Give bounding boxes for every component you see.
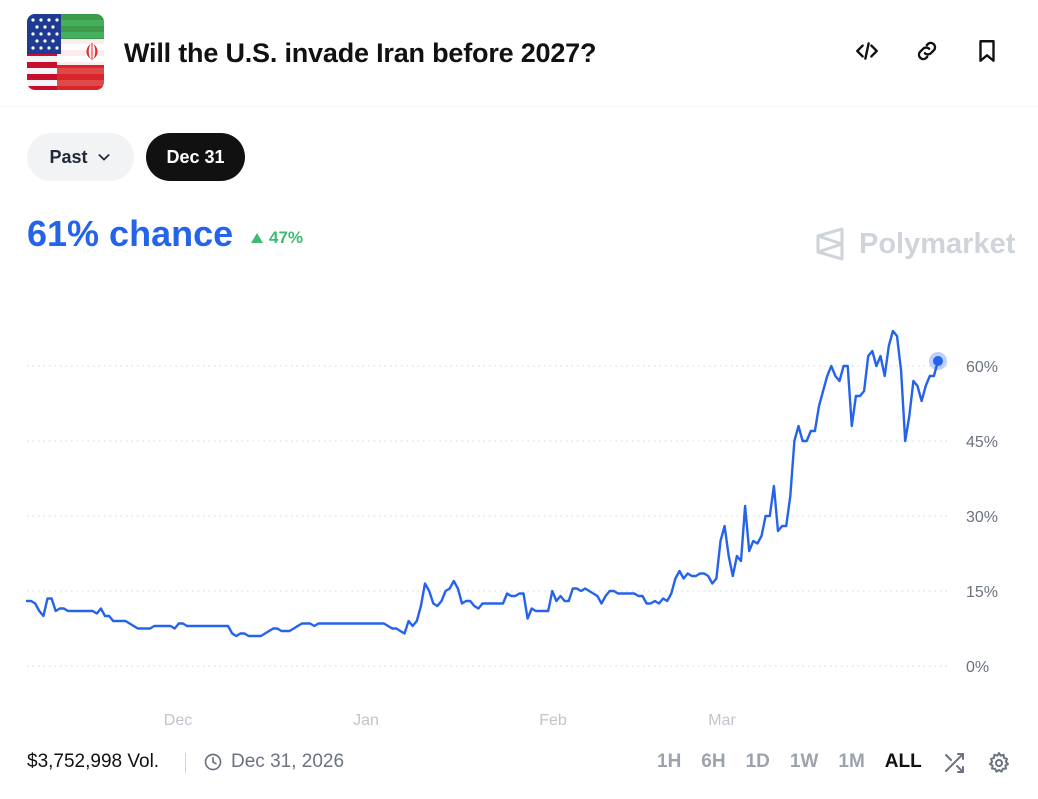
end-date: Dec 31, 2026 bbox=[203, 751, 344, 773]
range-1w[interactable]: 1W bbox=[789, 751, 819, 772]
market-flag-image bbox=[27, 14, 104, 90]
range-1h[interactable]: 1H bbox=[657, 751, 682, 772]
date-filter-button[interactable]: Dec 31 bbox=[146, 133, 245, 181]
header-divider bbox=[0, 106, 1038, 107]
chance-change-value: 47% bbox=[269, 228, 304, 247]
series-line bbox=[25, 329, 940, 638]
market-title: Will the U.S. invade Iran before 2027? bbox=[124, 38, 597, 68]
probability-chart: 60% 45% 30% 15% 0% Dec Jan Feb Mar bbox=[25, 329, 998, 729]
settings-gear-icon[interactable] bbox=[985, 749, 1013, 777]
bookmark-icon[interactable] bbox=[972, 36, 1002, 66]
embed-code-icon[interactable] bbox=[852, 36, 882, 66]
chance-value: 61% chance bbox=[27, 213, 234, 254]
past-dropdown-button[interactable]: Past bbox=[27, 133, 134, 181]
date-filter-label: Dec 31 bbox=[166, 146, 225, 167]
x-tick-label: Jan bbox=[353, 712, 379, 729]
chance-change: 47% bbox=[250, 228, 303, 248]
polymarket-logo-icon bbox=[816, 227, 844, 261]
y-tick-label: 60% bbox=[966, 359, 998, 376]
past-label: Past bbox=[49, 146, 88, 167]
volume-text: $3,752,998 Vol. bbox=[27, 751, 160, 772]
range-1d[interactable]: 1D bbox=[745, 751, 770, 772]
y-tick-label: 30% bbox=[966, 509, 998, 526]
y-tick-label: 0% bbox=[966, 659, 989, 676]
us-iran-flag-icon bbox=[27, 14, 104, 90]
chevron-down-icon bbox=[97, 154, 110, 161]
range-1m[interactable]: 1M bbox=[838, 751, 865, 772]
footer-divider bbox=[185, 753, 186, 773]
end-date-text: Dec 31, 2026 bbox=[231, 751, 345, 772]
y-tick-label: 15% bbox=[966, 584, 998, 601]
y-tick-label: 45% bbox=[966, 434, 998, 451]
x-tick-label: Mar bbox=[708, 712, 736, 729]
polymarket-watermark: Polymarket bbox=[815, 226, 1015, 262]
triangle-up-icon bbox=[251, 233, 263, 243]
clock-icon bbox=[204, 753, 222, 771]
chart-footer: $3,752,998 Vol. Dec 31, 2026 1H 6H 1D 1W… bbox=[27, 749, 1017, 779]
market-header: Will the U.S. invade Iran before 2027? bbox=[27, 14, 1017, 90]
link-icon[interactable] bbox=[912, 36, 942, 66]
shuffle-icon[interactable] bbox=[940, 749, 968, 777]
time-range-selector: 1H 6H 1D 1W 1M ALL bbox=[657, 751, 942, 773]
range-6h[interactable]: 6H bbox=[701, 751, 726, 772]
x-tick-label: Feb bbox=[539, 712, 567, 729]
last-point-marker bbox=[933, 356, 943, 366]
range-all[interactable]: ALL bbox=[884, 751, 922, 772]
brand-name: Polymarket bbox=[859, 227, 1016, 260]
x-tick-label: Dec bbox=[164, 712, 192, 729]
